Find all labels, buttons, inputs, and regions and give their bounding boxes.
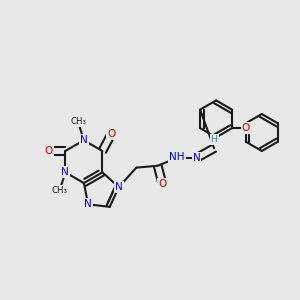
Text: CH₃: CH₃ bbox=[70, 117, 86, 126]
Text: O: O bbox=[158, 179, 167, 189]
Text: O: O bbox=[45, 146, 53, 156]
Text: H: H bbox=[211, 135, 218, 144]
Text: N: N bbox=[80, 135, 88, 145]
Text: O: O bbox=[107, 129, 115, 140]
Text: O: O bbox=[242, 123, 250, 133]
Text: N: N bbox=[193, 153, 200, 163]
Text: N: N bbox=[61, 167, 69, 177]
Text: NH: NH bbox=[169, 152, 185, 162]
Text: CH₃: CH₃ bbox=[52, 186, 68, 195]
Text: N: N bbox=[84, 199, 92, 209]
Text: N: N bbox=[115, 182, 123, 192]
